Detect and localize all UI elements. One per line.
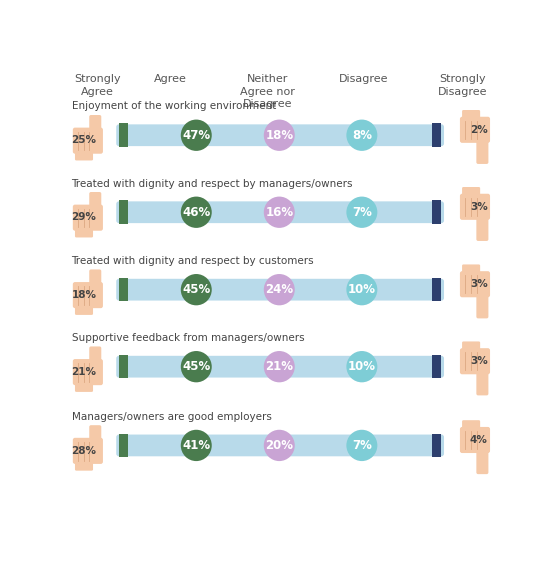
FancyBboxPatch shape [116, 279, 444, 301]
FancyBboxPatch shape [462, 341, 480, 353]
FancyBboxPatch shape [432, 278, 441, 301]
Text: 25%: 25% [72, 136, 97, 145]
Text: 3%: 3% [470, 357, 488, 367]
Text: Agree: Agree [154, 75, 187, 84]
FancyBboxPatch shape [89, 425, 102, 453]
FancyBboxPatch shape [460, 194, 490, 220]
FancyBboxPatch shape [75, 459, 93, 471]
FancyBboxPatch shape [75, 226, 93, 237]
Circle shape [181, 351, 212, 383]
Circle shape [346, 120, 377, 151]
Text: 18%: 18% [72, 290, 97, 300]
FancyBboxPatch shape [460, 427, 490, 453]
Text: 7%: 7% [352, 206, 372, 219]
FancyBboxPatch shape [75, 303, 93, 315]
Text: 29%: 29% [72, 212, 97, 223]
Circle shape [264, 197, 295, 228]
Circle shape [264, 430, 295, 461]
Text: 45%: 45% [182, 360, 210, 373]
FancyBboxPatch shape [462, 110, 480, 121]
Text: 10%: 10% [348, 360, 376, 373]
FancyBboxPatch shape [73, 438, 103, 464]
FancyBboxPatch shape [75, 381, 93, 392]
Text: 24%: 24% [265, 283, 294, 296]
Circle shape [264, 120, 295, 151]
Text: 21%: 21% [265, 360, 293, 373]
Circle shape [346, 197, 377, 228]
FancyBboxPatch shape [89, 192, 102, 219]
FancyBboxPatch shape [119, 355, 128, 379]
FancyBboxPatch shape [476, 214, 488, 241]
FancyBboxPatch shape [116, 201, 444, 223]
FancyBboxPatch shape [462, 420, 480, 432]
Circle shape [346, 430, 377, 461]
Text: 16%: 16% [265, 206, 294, 219]
Text: 10%: 10% [348, 283, 376, 296]
Text: 46%: 46% [182, 206, 210, 219]
FancyBboxPatch shape [73, 359, 103, 385]
FancyBboxPatch shape [116, 356, 444, 377]
Text: Treated with dignity and respect by customers: Treated with dignity and respect by cust… [72, 256, 314, 266]
Text: 45%: 45% [182, 283, 210, 296]
Circle shape [181, 197, 212, 228]
Text: Neither
Agree nor
Disagree: Neither Agree nor Disagree [240, 75, 295, 109]
FancyBboxPatch shape [462, 187, 480, 198]
FancyBboxPatch shape [89, 270, 102, 297]
Text: 3%: 3% [470, 202, 488, 212]
Text: Strongly
Agree: Strongly Agree [74, 75, 120, 97]
FancyBboxPatch shape [476, 368, 488, 395]
Text: 8%: 8% [352, 129, 372, 142]
FancyBboxPatch shape [116, 124, 444, 146]
FancyBboxPatch shape [432, 201, 441, 224]
Text: 41%: 41% [182, 439, 210, 452]
FancyBboxPatch shape [73, 282, 103, 308]
Text: 20%: 20% [265, 439, 293, 452]
FancyBboxPatch shape [73, 128, 103, 154]
Text: 21%: 21% [72, 367, 97, 377]
FancyBboxPatch shape [119, 434, 128, 457]
Text: Managers/owners are good employers: Managers/owners are good employers [72, 412, 271, 422]
Circle shape [264, 274, 295, 305]
FancyBboxPatch shape [119, 278, 128, 301]
FancyBboxPatch shape [460, 348, 490, 374]
FancyBboxPatch shape [476, 447, 488, 474]
Circle shape [181, 120, 212, 151]
Text: 18%: 18% [265, 129, 294, 142]
FancyBboxPatch shape [432, 434, 441, 457]
FancyBboxPatch shape [476, 291, 488, 319]
Text: 47%: 47% [182, 129, 210, 142]
FancyBboxPatch shape [460, 271, 490, 297]
Circle shape [181, 430, 212, 461]
Circle shape [181, 274, 212, 305]
Text: 4%: 4% [470, 435, 488, 445]
Text: 3%: 3% [470, 280, 488, 289]
Text: 28%: 28% [72, 446, 97, 455]
Text: Supportive feedback from managers/owners: Supportive feedback from managers/owners [72, 333, 304, 343]
FancyBboxPatch shape [476, 137, 488, 164]
Text: 2%: 2% [470, 125, 488, 135]
FancyBboxPatch shape [116, 434, 444, 457]
FancyBboxPatch shape [75, 149, 93, 160]
FancyBboxPatch shape [462, 264, 480, 276]
Circle shape [346, 274, 377, 305]
FancyBboxPatch shape [432, 124, 441, 147]
FancyBboxPatch shape [432, 355, 441, 379]
Text: Strongly
Disagree: Strongly Disagree [438, 75, 488, 97]
FancyBboxPatch shape [119, 201, 128, 224]
Circle shape [346, 351, 377, 383]
FancyBboxPatch shape [89, 115, 102, 142]
FancyBboxPatch shape [460, 117, 490, 143]
FancyBboxPatch shape [73, 205, 103, 231]
Text: Enjoyment of the working environment: Enjoyment of the working environment [72, 101, 276, 111]
Text: Treated with dignity and respect by managers/owners: Treated with dignity and respect by mana… [72, 179, 353, 189]
Circle shape [264, 351, 295, 383]
Text: Disagree: Disagree [339, 75, 388, 84]
FancyBboxPatch shape [119, 124, 128, 147]
Text: 7%: 7% [352, 439, 372, 452]
FancyBboxPatch shape [89, 346, 102, 374]
